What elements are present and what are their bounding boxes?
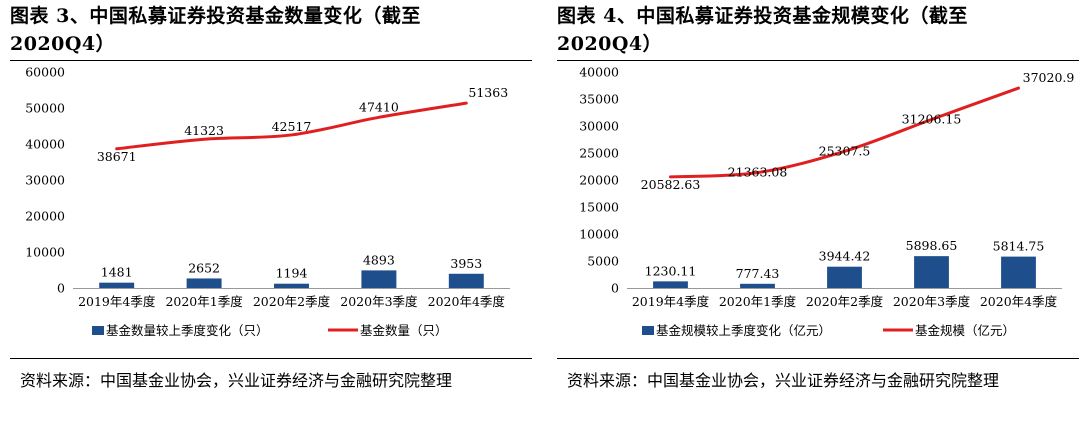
- y-tick-label: 25000: [579, 146, 619, 161]
- figure-title-line2: 2020Q4）: [10, 33, 116, 55]
- bar-data-label: 1230.11: [645, 263, 697, 278]
- x-tick-label: 2020年3季度: [340, 294, 418, 309]
- y-tick-label: 60000: [25, 65, 65, 80]
- line-series: [115, 101, 468, 151]
- y-tick-label: 35000: [579, 92, 619, 107]
- bar-data-label: 4893: [363, 252, 395, 267]
- line-data-label: 37020.9: [1023, 70, 1075, 85]
- bar-data-label: 777.43: [736, 266, 780, 281]
- y-tick-label: 10000: [579, 227, 619, 242]
- legend-bar-swatch: [92, 326, 104, 335]
- x-tick-label: 2020年4季度: [980, 294, 1058, 309]
- line-data-label: 25307.5: [819, 143, 871, 158]
- bar: [653, 281, 688, 288]
- top-rule: [557, 60, 1079, 61]
- figure-title-line2: 2020Q4）: [557, 33, 663, 55]
- source-note: 资料来源：中国基金业协会，兴业证券经济与金融研究院整理: [567, 371, 1000, 390]
- top-rule: [10, 60, 532, 61]
- y-tick-label: 30000: [579, 119, 619, 134]
- x-tick-label: 2020年4季度: [428, 294, 506, 309]
- x-tick-label: 2020年1季度: [719, 294, 797, 309]
- line-data-label: 51363: [468, 85, 508, 100]
- y-tick-label: 40000: [579, 65, 619, 80]
- line-data-label: 31206.15: [902, 111, 962, 126]
- y-tick-label: 15000: [579, 200, 619, 215]
- y-tick-label: 50000: [25, 101, 65, 116]
- x-tick-label: 2020年1季度: [165, 294, 243, 309]
- legend-bar-label: 基金数量较上季度变化（只）: [106, 323, 269, 338]
- line-data-label: 47410: [359, 99, 399, 114]
- bar-data-label: 5814.75: [993, 239, 1045, 254]
- line-data-label: 42517: [272, 119, 312, 134]
- bar-data-label: 5898.65: [906, 238, 958, 253]
- bar-data-label: 1194: [276, 266, 308, 281]
- line-series: [669, 86, 1020, 179]
- fund-scale-chart: 0 5000 10000 15000 20000 25000 30000 35000 40000…: [579, 65, 1075, 339]
- y-tick-label: 40000: [25, 137, 65, 152]
- y-tick-label: 0: [611, 281, 619, 296]
- x-tick-label: 2020年2季度: [806, 294, 884, 309]
- legend-bar-label: 基金规模较上季度变化（亿元）: [656, 323, 831, 338]
- y-tick-label: 0: [57, 281, 65, 296]
- figure-title: 图表 3、中国私募证券投资基金数量变化（截至 2020Q4）: [10, 2, 532, 58]
- figure-title: 图表 4、中国私募证券投资基金规模变化（截至 2020Q4）: [557, 2, 1079, 58]
- bar: [740, 283, 775, 288]
- legend-line-label: 基金数量（只）: [360, 323, 448, 338]
- figure-panel-fund-scale: 图表 4、中国私募证券投资基金规模变化（截至 2020Q4） 0 5000 1000…: [557, 0, 1079, 423]
- line-data-label: 38671: [97, 149, 137, 164]
- bar: [186, 278, 222, 288]
- bar: [274, 283, 309, 288]
- figure-title-line1: 图表 3、中国私募证券投资基金数量变化（截至: [10, 5, 421, 27]
- legend-line-label: 基金规模（亿元）: [915, 323, 1015, 338]
- bar-data-label: 1481: [101, 265, 133, 280]
- bar-data-label: 2652: [188, 260, 220, 275]
- figure-panel-fund-count: 图表 3、中国私募证券投资基金数量变化（截至 2020Q4） 0 10000 200…: [10, 0, 532, 423]
- source-note: 资料来源：中国基金业协会，兴业证券经济与金融研究院整理: [20, 371, 453, 390]
- x-tick-label: 2020年3季度: [893, 294, 971, 309]
- y-tick-label: 20000: [25, 209, 65, 224]
- x-tick-label: 2020年2季度: [253, 294, 331, 309]
- figure-title-line1: 图表 4、中国私募证券投资基金规模变化（截至: [557, 5, 968, 27]
- line-data-label: 21363.08: [728, 165, 788, 180]
- bar: [448, 273, 484, 288]
- y-tick-label: 30000: [25, 173, 65, 188]
- bar: [914, 256, 949, 288]
- line-data-label: 20582.63: [641, 177, 701, 192]
- bar: [361, 270, 397, 288]
- bar-data-label: 3953: [450, 256, 482, 271]
- y-tick-label: 20000: [579, 173, 619, 188]
- bar: [1001, 256, 1036, 288]
- bar-data-label: 3944.42: [819, 249, 871, 264]
- x-tick-label: 2019年4季度: [632, 294, 710, 309]
- line-data-label: 41323: [184, 123, 224, 138]
- y-tick-label: 5000: [587, 254, 619, 269]
- bottom-rule: [10, 358, 532, 359]
- bar: [827, 266, 862, 288]
- bottom-rule: [557, 358, 1079, 359]
- bar: [99, 282, 135, 288]
- fund-count-chart: 0 10000 20000 30000 40000 50000 60000 2019年4季度 2…: [25, 65, 510, 338]
- x-tick-label: 2019年4季度: [78, 294, 156, 309]
- legend-bar-swatch: [642, 326, 654, 335]
- y-tick-label: 10000: [25, 245, 65, 260]
